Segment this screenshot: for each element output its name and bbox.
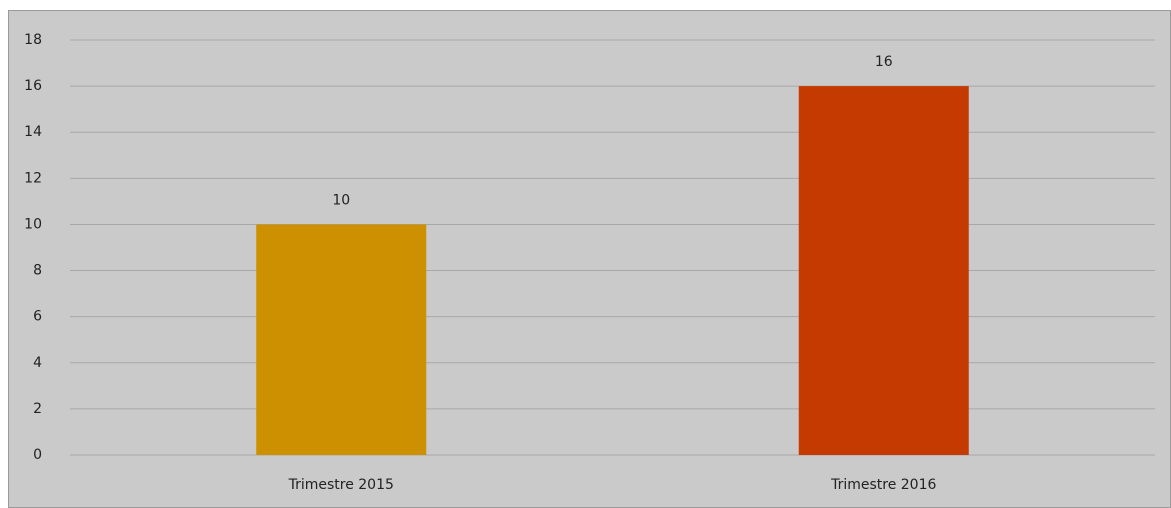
y-tick-label: 6 <box>33 309 42 325</box>
y-tick-label: 14 <box>24 124 42 140</box>
y-tick-label: 8 <box>33 263 42 279</box>
data-label: 10 <box>332 192 350 208</box>
x-tick-label: Trimestre 2016 <box>830 477 936 493</box>
y-tick-label: 10 <box>24 216 42 232</box>
y-tick-label: 0 <box>33 447 42 463</box>
bar <box>256 224 427 455</box>
y-tick-label: 12 <box>24 170 42 186</box>
chart-area <box>8 10 1171 508</box>
bar <box>798 86 969 455</box>
y-tick-label: 16 <box>24 78 42 94</box>
x-tick-label: Trimestre 2015 <box>288 477 394 493</box>
y-tick-label: 4 <box>33 355 42 371</box>
data-label: 16 <box>875 54 893 70</box>
y-tick-label: 18 <box>24 32 42 48</box>
y-tick-label: 2 <box>33 401 42 417</box>
